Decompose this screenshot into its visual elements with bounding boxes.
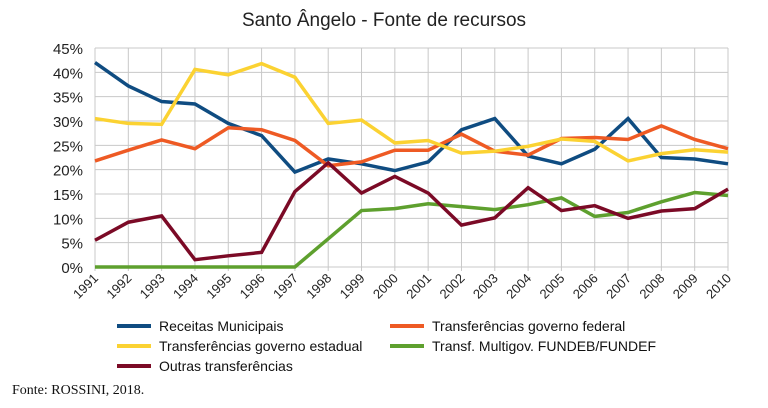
legend-item: Transf. Multigov. FUNDEB/FUNDEF <box>390 338 656 354</box>
legend-item: Transferências governo federal <box>390 318 625 334</box>
x-tick-label: 1993 <box>137 271 168 302</box>
x-tick-label: 2006 <box>570 271 601 302</box>
y-tick-label: 45% <box>53 41 83 58</box>
x-tick-label: 2008 <box>636 271 667 302</box>
x-tick-label: 1998 <box>303 271 334 302</box>
x-tick-label: 1997 <box>270 271 301 302</box>
y-tick-label: 35% <box>53 90 83 107</box>
x-tick-label: 1992 <box>103 271 134 302</box>
legend-item: Receitas Municipais <box>117 318 284 334</box>
series-line-3 <box>95 190 729 269</box>
x-tick-label: 2003 <box>470 271 501 302</box>
y-tick-label: 10% <box>53 211 83 228</box>
x-tick-label: 1994 <box>170 271 201 302</box>
series-line-1 <box>94 123 729 168</box>
x-tick-label: 2001 <box>403 271 434 302</box>
legend-swatch <box>390 344 424 348</box>
x-tick-label: 2010 <box>703 271 734 302</box>
legend-label: Receitas Municipais <box>159 318 284 334</box>
series-line-2 <box>94 61 729 163</box>
y-tick-label: 20% <box>53 163 83 180</box>
legend-label: Transferências governo estadual <box>159 338 363 354</box>
legend-swatch <box>117 344 151 348</box>
legend-swatch <box>117 324 151 328</box>
y-tick-label: 15% <box>53 187 83 204</box>
x-tick-label: 1996 <box>237 271 268 302</box>
series-line-0 <box>93 61 729 175</box>
chart-title: Santo Ângelo - Fonte de recursos <box>241 10 527 31</box>
legend-swatch <box>117 364 151 368</box>
y-tick-label: 30% <box>53 114 83 131</box>
legend-label: Transferências governo federal <box>432 318 626 334</box>
y-tick-label: 25% <box>53 138 83 155</box>
source-note: Fonte: ROSSINI, 2018. <box>12 383 145 398</box>
y-tick-label: 0% <box>61 260 83 277</box>
legend-item: Transferências governo estadual <box>117 338 362 354</box>
y-tick-label: 5% <box>61 236 83 253</box>
y-tick-label: 40% <box>53 65 83 82</box>
legend-label: Transf. Multigov. FUNDEB/FUNDEF <box>432 338 657 354</box>
legend-item: Outras transferências <box>117 358 293 374</box>
x-tick-label: 2007 <box>603 271 634 302</box>
legend-label: Outras transferências <box>159 358 293 374</box>
legend-swatch <box>390 324 424 328</box>
series-line-4 <box>94 160 729 262</box>
x-tick-label: 2009 <box>670 271 701 302</box>
x-tick-label: 1999 <box>337 271 368 302</box>
x-tick-label: 2005 <box>536 271 567 302</box>
x-tick-label: 1995 <box>203 271 234 302</box>
x-tick-label: 2004 <box>503 271 534 302</box>
x-tick-label: 2002 <box>437 271 468 302</box>
x-tick-label: 2000 <box>370 271 401 302</box>
